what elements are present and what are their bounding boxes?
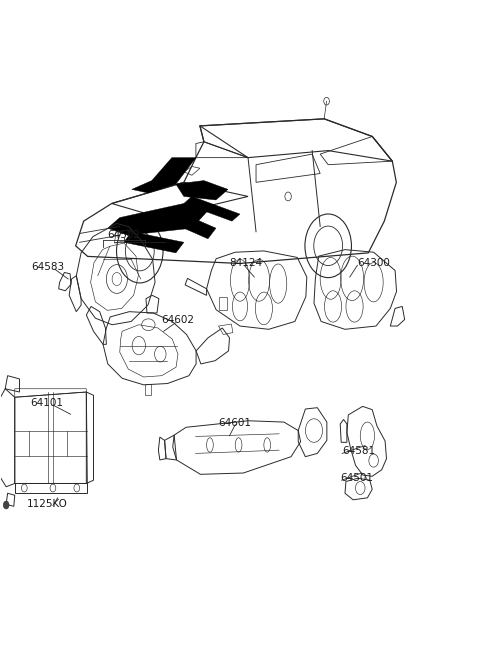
- Text: 64101: 64101: [30, 398, 63, 408]
- Circle shape: [3, 501, 9, 509]
- Text: 64501: 64501: [340, 473, 373, 483]
- Polygon shape: [176, 180, 228, 200]
- Text: 64502: 64502: [108, 230, 141, 239]
- Polygon shape: [160, 207, 216, 239]
- Text: 64602: 64602: [161, 315, 194, 325]
- Text: 1125KO: 1125KO: [27, 499, 68, 509]
- Text: 64601: 64601: [218, 418, 251, 428]
- Polygon shape: [124, 232, 184, 253]
- Polygon shape: [184, 196, 240, 221]
- Polygon shape: [108, 203, 208, 236]
- Text: 64581: 64581: [343, 446, 376, 456]
- Text: 64300: 64300: [357, 258, 390, 268]
- Polygon shape: [132, 157, 196, 193]
- Text: 84124: 84124: [229, 258, 263, 268]
- Text: 64583: 64583: [32, 262, 65, 272]
